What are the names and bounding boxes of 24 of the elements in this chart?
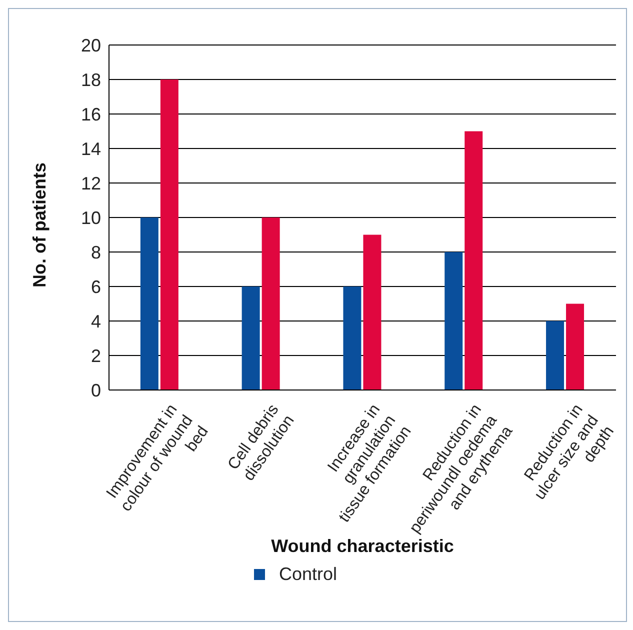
y-tick-label: 4 [90, 311, 101, 332]
y-tick-label: 6 [90, 276, 101, 297]
x-axis-title: Wound characteristic [271, 536, 454, 556]
bar [363, 234, 382, 390]
bar [242, 286, 260, 390]
y-tick-label: 10 [80, 208, 101, 228]
bar [160, 80, 178, 390]
y-tick-label: 0 [90, 380, 101, 400]
bar [546, 321, 564, 390]
y-tick-label: 2 [90, 346, 101, 366]
bar [140, 218, 158, 390]
y-tick-label: 16 [80, 104, 101, 124]
y-tick-label: 12 [80, 173, 101, 194]
y-tick-label: 20 [80, 35, 101, 56]
bar [566, 304, 584, 390]
y-axis-title: No. of patients [29, 162, 50, 288]
bar [444, 252, 463, 390]
y-tick-label: 8 [90, 242, 101, 262]
bar [262, 218, 280, 390]
legend-label: Control [278, 564, 338, 585]
y-tick-label: 18 [80, 70, 101, 90]
bar [464, 131, 483, 390]
bar [343, 286, 362, 390]
y-tick-label: 14 [80, 138, 101, 159]
